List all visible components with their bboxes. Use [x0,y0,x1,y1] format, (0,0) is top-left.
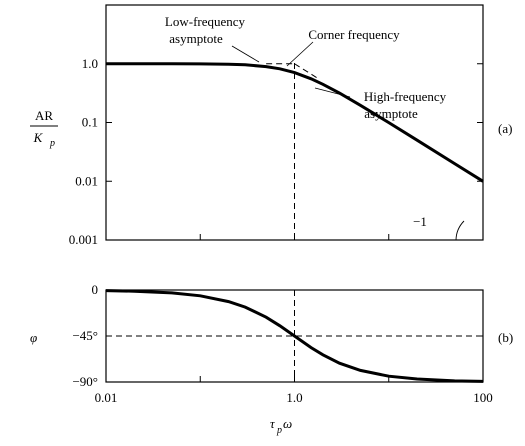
x-tick-label: 100 [473,390,493,405]
panel-b-y-tick-label: −45° [72,328,98,343]
panel-a-y-ticks: 1.0 0.1 0.01 0.001 [69,56,483,247]
annotation-high-frequency-line1: High-frequency [364,89,447,104]
annotation-corner-frequency: Corner frequency [308,27,400,42]
panel-a-ylabel-numerator: AR [35,108,53,123]
panel-b-ylabel: φ [30,330,37,345]
slope-angle-arc [455,220,465,241]
amplitude-ratio-curve [106,62,484,183]
x-tick-label: 1.0 [286,390,302,405]
panel-b-x-ticks: 0.01 1.0 100 [95,376,493,405]
panel-a-ylabel-denominator: K [33,130,44,145]
panel-a-y-tick-label: 0.1 [82,115,98,130]
panel-b-y-tick-label: −90° [72,374,98,389]
annotation-low-frequency-arrow [231,45,260,63]
annotation-corner-frequency-arrow [286,41,314,67]
panel-b-y-tick-label: 0 [92,282,99,297]
x-tick-label: 0.01 [95,390,118,405]
panel-a-reference-lines [266,63,318,240]
x-axis-label: τ [270,416,276,431]
panel-a-ylabel-denominator-sub: p [49,138,55,149]
panel-b-label: (b) [498,330,513,345]
panel-a-y-tick-label: 0.001 [69,232,98,247]
annotation-slope: −1 [413,214,427,229]
panel-a-label: (a) [498,121,512,136]
panel-b-y-ticks: 0 −45° −90° [72,282,483,389]
annotation-low-frequency-line2: asymptote [169,31,223,46]
x-axis-label-omega: ω [283,416,292,431]
annotation-high-frequency-arrow [314,87,351,98]
high-frequency-asymptote-line [294,63,318,79]
x-axis-label-sub: p [276,425,282,436]
annotation-high-frequency-line2: asymptote [364,106,418,121]
panel-a-y-tick-label: 1.0 [82,56,98,71]
panel-a-y-tick-label: 0.01 [75,173,98,188]
annotation-low-frequency-line1: Low-frequency [165,14,246,29]
phase-angle-curve [105,289,484,383]
